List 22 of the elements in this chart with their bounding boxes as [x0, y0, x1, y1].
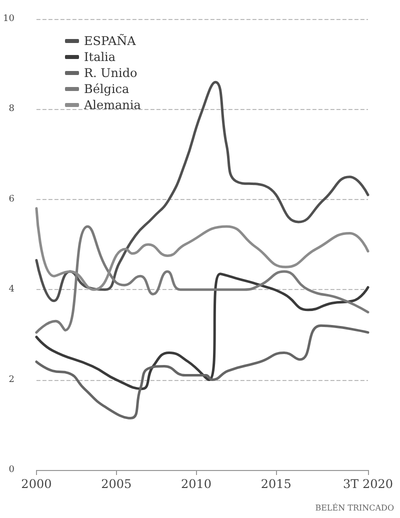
line-series [35, 272, 370, 390]
x-tick-label: 2000 [21, 477, 52, 491]
y-tick-label: 6 [8, 194, 15, 204]
x-tick-label: 2015 [260, 477, 292, 491]
line-series [35, 80, 370, 302]
y-tick-label: 10 [3, 14, 15, 24]
x-tick-label: 2010 [180, 477, 212, 491]
legend-label: R. Unido [84, 66, 138, 80]
y-tick-label: 0 [8, 465, 15, 475]
legend-label: Alemania [83, 98, 141, 112]
x-tick-label: 2005 [101, 477, 132, 491]
x-tick-label: 3T 2020 [343, 477, 393, 491]
legend-label: ESPAÑA [84, 33, 136, 48]
y-tick-label: 8 [8, 104, 15, 114]
y-tick-label: 4 [8, 284, 15, 295]
line-series [35, 225, 370, 334]
line-series [35, 324, 370, 420]
text: BELÉN TRINCADO [315, 502, 394, 512]
legend-label: Italia [84, 50, 116, 64]
line-series [35, 207, 370, 291]
y-tick-label: 2 [8, 374, 14, 385]
legend-label: Bélgica [84, 82, 130, 96]
